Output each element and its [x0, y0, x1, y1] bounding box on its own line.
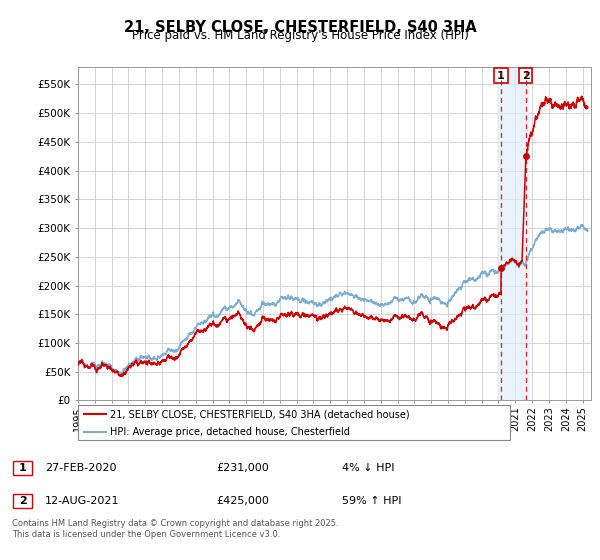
Text: 4% ↓ HPI: 4% ↓ HPI	[342, 463, 395, 473]
Text: 12-AUG-2021: 12-AUG-2021	[45, 496, 119, 506]
Text: 21, SELBY CLOSE, CHESTERFIELD, S40 3HA: 21, SELBY CLOSE, CHESTERFIELD, S40 3HA	[124, 20, 476, 35]
FancyBboxPatch shape	[78, 405, 510, 440]
Text: 2: 2	[19, 496, 26, 506]
Text: 21, SELBY CLOSE, CHESTERFIELD, S40 3HA (detached house): 21, SELBY CLOSE, CHESTERFIELD, S40 3HA (…	[110, 409, 410, 419]
Text: Price paid vs. HM Land Registry's House Price Index (HPI): Price paid vs. HM Land Registry's House …	[131, 29, 469, 42]
Text: 2: 2	[522, 71, 530, 81]
FancyBboxPatch shape	[13, 460, 32, 475]
Text: Contains HM Land Registry data © Crown copyright and database right 2025.
This d: Contains HM Land Registry data © Crown c…	[12, 519, 338, 539]
FancyBboxPatch shape	[13, 494, 32, 508]
Text: 59% ↑ HPI: 59% ↑ HPI	[342, 496, 401, 506]
Text: 1: 1	[497, 71, 505, 81]
Text: 1: 1	[19, 463, 26, 473]
Text: HPI: Average price, detached house, Chesterfield: HPI: Average price, detached house, Ches…	[110, 427, 350, 437]
Text: 27-FEB-2020: 27-FEB-2020	[45, 463, 116, 473]
Text: £231,000: £231,000	[216, 463, 269, 473]
Text: £425,000: £425,000	[216, 496, 269, 506]
Bar	[497, 67, 528, 400]
